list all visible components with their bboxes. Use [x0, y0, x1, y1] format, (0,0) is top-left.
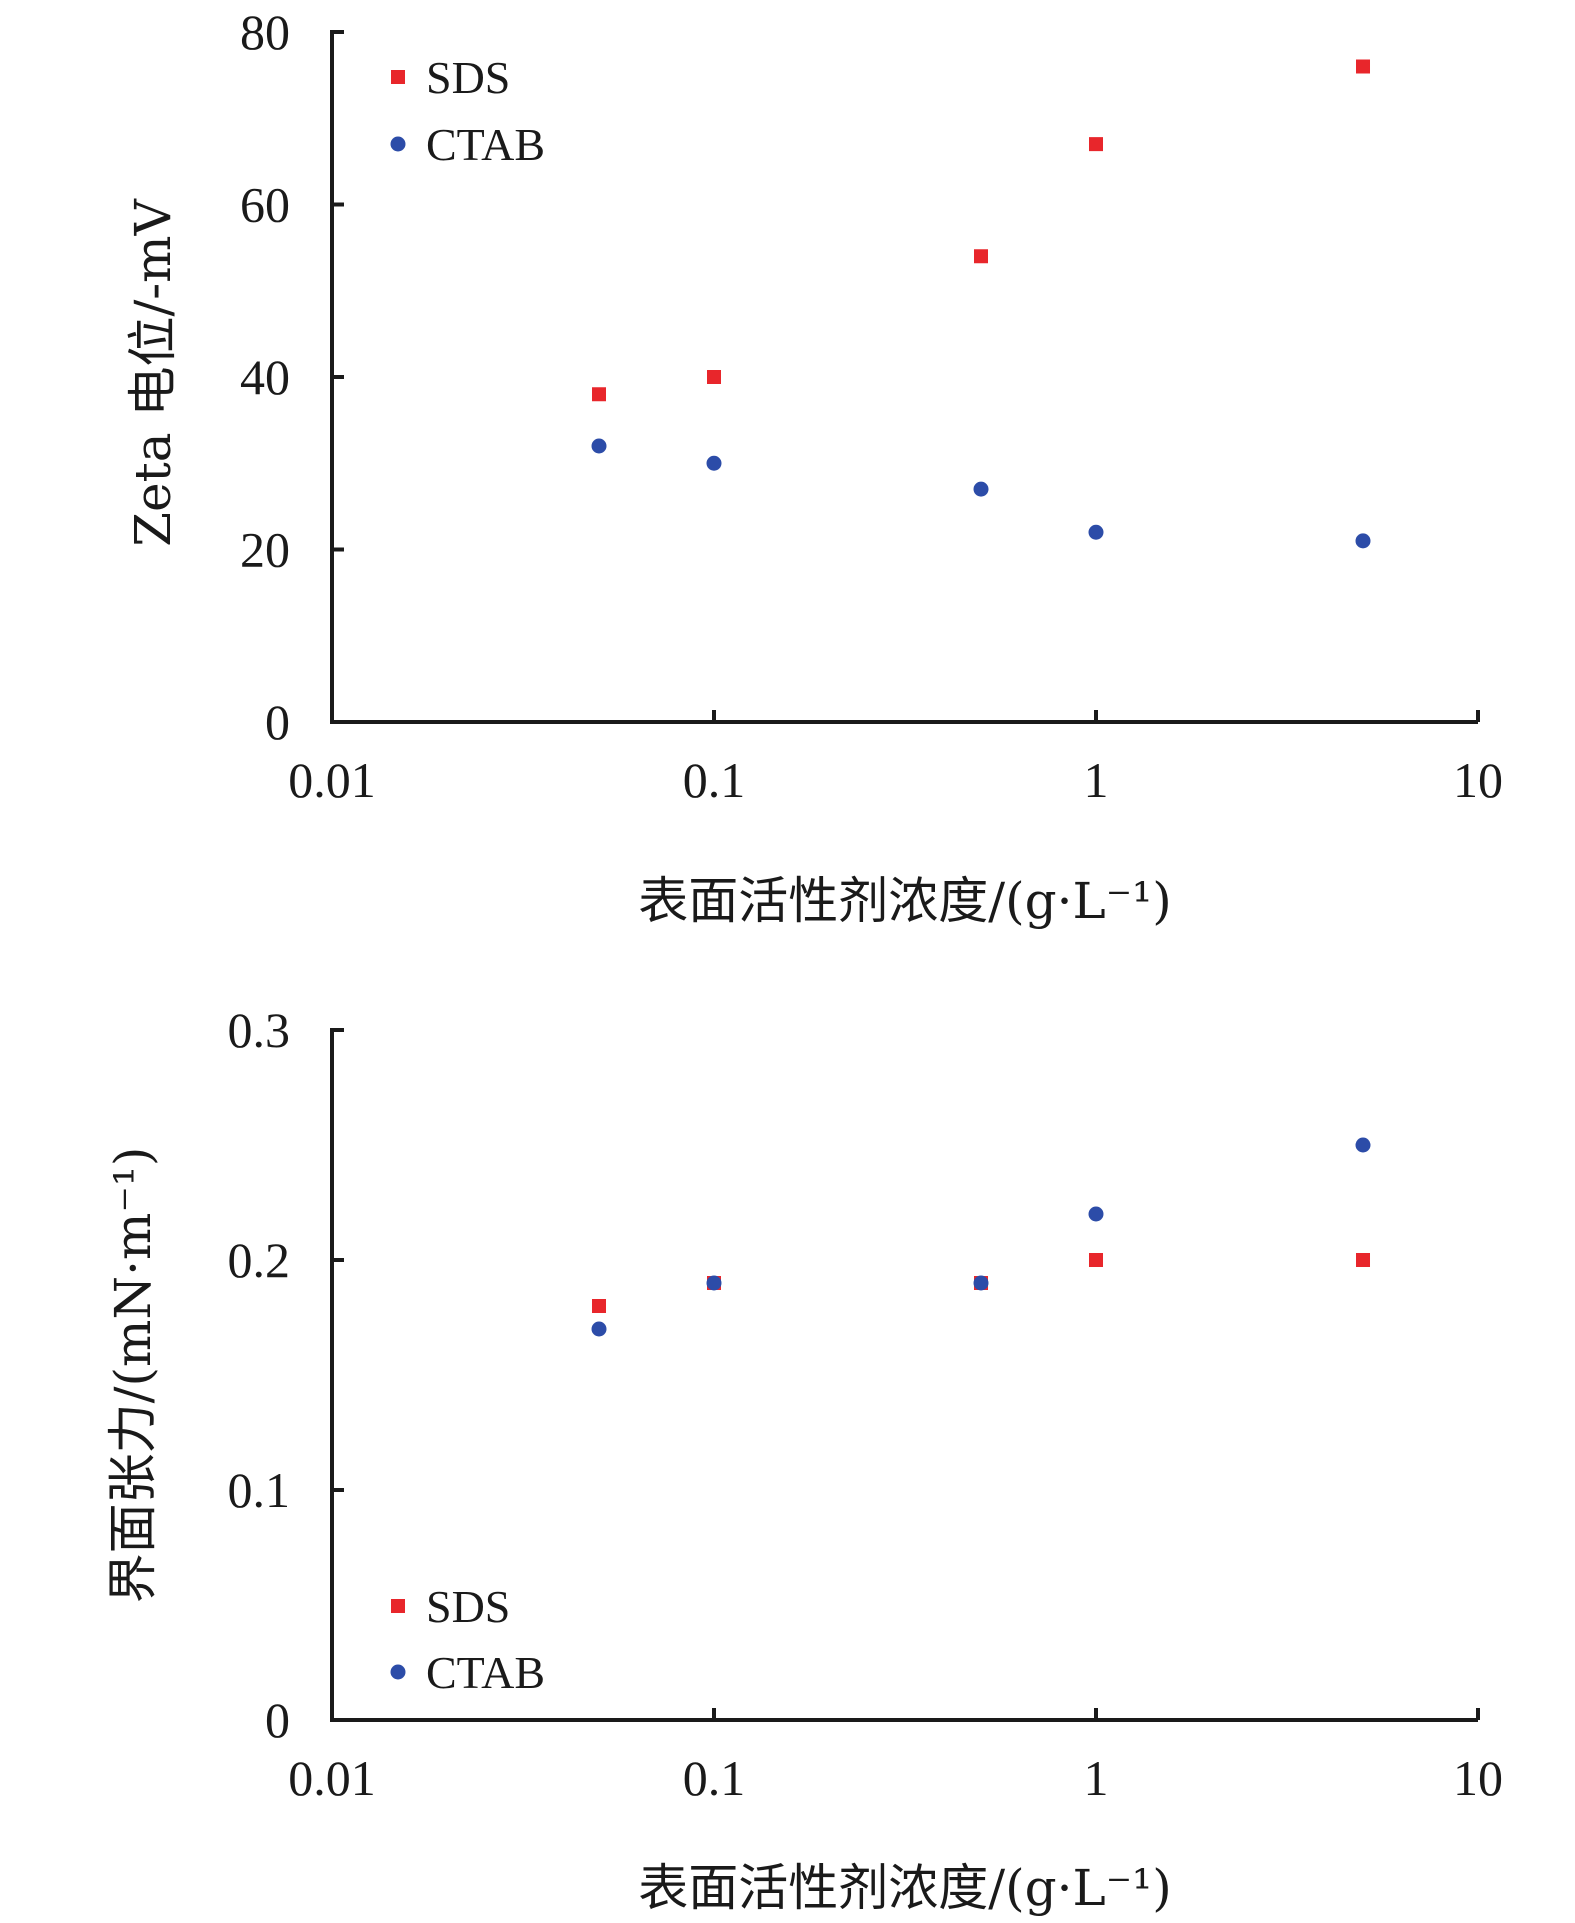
y-tick-label: 0 — [265, 1692, 290, 1748]
legend-marker-sds — [391, 1599, 405, 1613]
data-point-ctab — [591, 1321, 607, 1337]
legend-label-ctab: CTAB — [426, 119, 545, 170]
chart-2: 0 0.1 0.2 0.3 0.01 0.1 1 10 表面活性剂浓度/(g·L⁻¹) 界面张力/… — [104, 1002, 1503, 1917]
legend-label-ctab: CTAB — [426, 1647, 545, 1698]
data-point-ctab — [973, 1275, 989, 1291]
x-tick-label: 10 — [1453, 752, 1503, 808]
chart-1: 0 20 40 60 80 0.01 0.1 1 10 表面活性剂浓度/(g·L⁻¹) Zeta 电… — [124, 4, 1503, 930]
y-tick-label: 0.2 — [228, 1232, 291, 1288]
y-tick-label: 60 — [240, 177, 290, 233]
x-axis-title: 表面活性剂浓度/(g·L⁻¹) — [638, 1859, 1171, 1917]
data-point-ctab — [1355, 1137, 1371, 1153]
y-axis-title: Zeta 电位/-mV — [124, 198, 182, 546]
y-tick-label: 0 — [265, 694, 290, 750]
y-tick-label: 20 — [240, 522, 290, 578]
x-tick-label: 0.1 — [683, 1750, 746, 1806]
data-point-sds — [592, 1299, 607, 1313]
legend-marker-sds — [391, 70, 405, 84]
x-tick-label: 0.1 — [683, 752, 746, 808]
data-point-sds — [592, 387, 607, 402]
y-tick-label: 0.1 — [228, 1462, 291, 1518]
legend-marker-ctab — [390, 1664, 406, 1680]
data-point-ctab — [1088, 524, 1104, 540]
y-tick-label: 40 — [240, 349, 290, 405]
data-point-sds — [1356, 59, 1371, 74]
legend-label-sds: SDS — [426, 52, 510, 103]
x-tick-label: 10 — [1453, 1750, 1503, 1806]
y-tick-label: 0.3 — [228, 1002, 291, 1058]
data-point-ctab — [973, 481, 989, 497]
x-tick-label: 1 — [1084, 752, 1109, 808]
data-point-sds — [1356, 1253, 1371, 1267]
data-point-ctab — [1088, 1206, 1104, 1222]
data-point-ctab — [1355, 533, 1371, 549]
legend-label-sds: SDS — [426, 1581, 510, 1632]
data-point-ctab — [706, 1275, 722, 1291]
data-point-sds — [707, 370, 721, 384]
x-tick-label: 0.01 — [288, 752, 376, 808]
data-point-sds — [974, 249, 989, 264]
y-tick-label: 80 — [240, 4, 290, 60]
x-axis-title: 表面活性剂浓度/(g·L⁻¹) — [638, 872, 1171, 930]
x-tick-label: 1 — [1084, 1750, 1109, 1806]
legend-marker-ctab — [390, 136, 406, 152]
x-tick-label: 0.01 — [288, 1750, 376, 1806]
data-point-sds — [1089, 1253, 1103, 1267]
data-point-sds — [1089, 137, 1103, 152]
data-point-ctab — [591, 438, 607, 454]
data-point-ctab — [706, 455, 722, 471]
y-axis-title: 界面张力/(mN·m⁻¹) — [104, 1147, 162, 1604]
